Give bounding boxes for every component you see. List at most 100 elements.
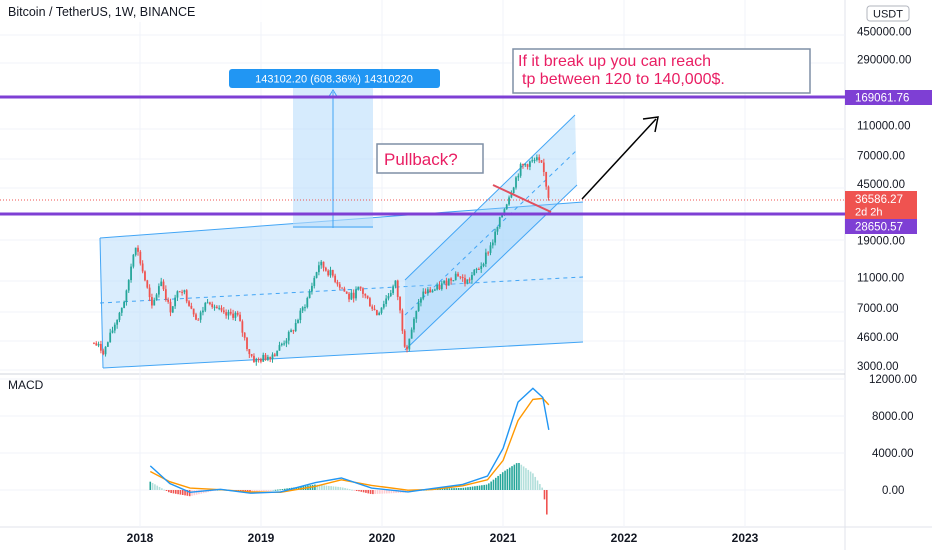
- candle-body: [146, 280, 149, 288]
- candle-body: [225, 312, 228, 316]
- lower-level-tag-bg: [845, 219, 917, 234]
- candle-body: [197, 319, 200, 321]
- macd-histogram-bar: [360, 490, 363, 492]
- candle-body: [389, 293, 392, 296]
- price-axis-tick: 4600.00: [857, 332, 899, 344]
- macd-indicator: [149, 387, 550, 515]
- macd-histogram-bar: [332, 486, 335, 490]
- candle-body: [413, 318, 415, 330]
- candle-body: [373, 308, 376, 311]
- candle-body: [431, 290, 434, 293]
- candle-body: [366, 295, 369, 299]
- macd-histogram-bar: [423, 489, 425, 491]
- candle-body: [292, 330, 295, 332]
- candle-body: [317, 265, 320, 273]
- candle-body: [120, 307, 123, 313]
- macd-histogram-bar: [383, 490, 386, 494]
- candle-body: [329, 269, 332, 276]
- macd-histogram-bar: [337, 486, 339, 490]
- candle-body: [392, 286, 394, 294]
- candle-body: [269, 356, 272, 360]
- macd-histogram-bar: [193, 490, 196, 496]
- macd-axis[interactable]: 12000.00 8000.00 4000.00 0.00: [869, 374, 917, 497]
- macd-histogram-bar: [151, 482, 154, 490]
- candle-body: [352, 292, 355, 299]
- candle-body: [160, 281, 163, 287]
- candle-body: [301, 307, 304, 311]
- candle-body: [385, 298, 388, 304]
- long-term-channel-bottom[interactable]: [102, 341, 584, 369]
- candle-body: [348, 293, 350, 300]
- candle-body: [522, 164, 524, 166]
- candle-body: [515, 177, 517, 188]
- projection-arrow-shaft[interactable]: [581, 118, 657, 200]
- macd-signal-line: [149, 397, 550, 494]
- macd-histogram-bar: [216, 489, 219, 491]
- macd-histogram-bar: [469, 486, 472, 490]
- candle-body: [401, 310, 404, 331]
- macd-histogram-bar: [339, 487, 342, 490]
- macd-histogram-bar: [453, 488, 455, 490]
- candle-body: [494, 231, 497, 243]
- target-note-box[interactable]: [512, 48, 811, 94]
- candle-body: [468, 279, 471, 281]
- macd-histogram-bar: [161, 488, 163, 490]
- macd-histogram-bar: [520, 464, 523, 490]
- pullback-trend-line[interactable]: [492, 184, 552, 213]
- currency-badge-bg[interactable]: [866, 5, 910, 22]
- candle-body: [287, 331, 290, 341]
- candle-body: [155, 294, 158, 300]
- macd-histogram-bar: [504, 470, 506, 490]
- candle-body: [324, 267, 327, 271]
- macd-histogram-bar: [488, 483, 490, 490]
- candle-body: [547, 186, 550, 198]
- macd-histogram-bar: [260, 490, 263, 492]
- macd-histogram-bar: [441, 488, 444, 490]
- candle-body: [355, 289, 357, 299]
- candle-body: [283, 343, 286, 345]
- countdown-tag: 2d 2h: [855, 207, 883, 219]
- candle-body: [111, 330, 114, 333]
- pullback-note-box[interactable]: [376, 143, 484, 174]
- candle-body: [452, 280, 455, 282]
- candle-body: [315, 272, 318, 278]
- candle-body: [369, 298, 371, 307]
- candle-body: [510, 193, 513, 198]
- macd-histogram-bar: [506, 469, 509, 490]
- candle-body: [227, 311, 230, 316]
- measure-arrow-head: [327, 89, 339, 99]
- macd-histogram-bar: [443, 488, 446, 490]
- symbol-title[interactable]: Bitcoin / TetherUS, 1W, BINANCE: [8, 5, 195, 19]
- macd-histogram-bar: [367, 490, 370, 494]
- long-term-channel-left-edge: [99, 237, 104, 369]
- price-axis-tick: 7000.00: [857, 303, 899, 315]
- price-axis-tick: 3000.00: [857, 361, 899, 373]
- macd-histogram-bar: [392, 490, 395, 494]
- candle-body: [97, 343, 100, 346]
- rising-channel-top[interactable]: [404, 114, 576, 281]
- candle-body: [433, 289, 436, 291]
- candle-body: [529, 161, 531, 167]
- macd-histogram-bar: [318, 484, 321, 490]
- candle-body: [255, 359, 258, 362]
- candle-body: [190, 305, 193, 309]
- candle-body: [491, 242, 494, 246]
- macd-axis-tick: 8000.00: [872, 411, 914, 423]
- candle-body: [250, 354, 253, 356]
- candle-body: [417, 302, 420, 311]
- time-axis[interactable]: 2018 2019 2020 2021 2022 2023: [127, 531, 759, 545]
- candle-body: [535, 157, 538, 160]
- candle-body: [157, 286, 160, 295]
- candle-body: [266, 356, 269, 360]
- candle-body: [415, 310, 418, 319]
- macd-histogram-bar: [165, 490, 168, 491]
- candle-body: [93, 342, 95, 344]
- macd-histogram-bar: [156, 485, 159, 490]
- long-term-channel-fill: [100, 202, 583, 368]
- candle-body: [280, 343, 283, 346]
- candle-body: [181, 291, 183, 293]
- candle-body: [273, 354, 276, 356]
- candle-body: [505, 204, 508, 210]
- price-axis[interactable]: 450000.00 290000.00 110000.00 70000.00 4…: [857, 27, 911, 374]
